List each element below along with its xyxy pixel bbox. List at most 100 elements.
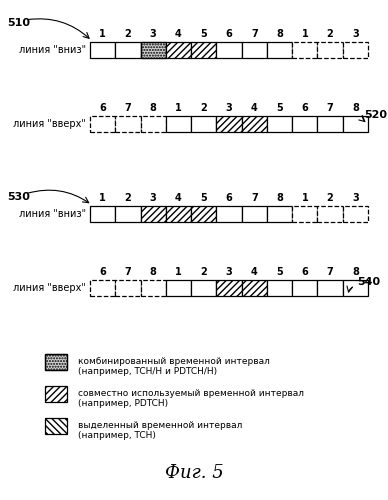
Text: 1: 1: [99, 193, 106, 203]
Bar: [140, 42, 166, 58]
Bar: [140, 206, 166, 222]
Bar: [45, 386, 67, 402]
Text: комбинированный временной интервал: комбинированный временной интервал: [78, 358, 270, 366]
Text: 7: 7: [251, 29, 258, 39]
Text: 6: 6: [99, 267, 106, 277]
Text: 6: 6: [99, 103, 106, 113]
Text: 4: 4: [175, 29, 182, 39]
Text: линия "вниз": линия "вниз": [19, 45, 86, 55]
Text: 8: 8: [276, 193, 283, 203]
Text: 6: 6: [301, 103, 308, 113]
Text: 5: 5: [200, 193, 207, 203]
Bar: [115, 206, 140, 222]
Text: линия "вверх": линия "вверх": [13, 283, 86, 293]
Bar: [267, 42, 292, 58]
Text: совместно используемый временной интервал: совместно используемый временной интерва…: [78, 390, 304, 398]
Text: 1: 1: [301, 193, 308, 203]
Bar: [45, 354, 67, 370]
Bar: [45, 354, 67, 370]
Text: 8: 8: [150, 103, 157, 113]
Bar: [292, 42, 317, 58]
Text: 510: 510: [7, 18, 30, 28]
Text: 8: 8: [352, 267, 359, 277]
Text: 530: 530: [7, 192, 30, 202]
Text: 2: 2: [200, 267, 207, 277]
Bar: [267, 280, 292, 296]
Bar: [140, 280, 166, 296]
Bar: [191, 280, 217, 296]
Bar: [343, 116, 368, 132]
Bar: [217, 280, 242, 296]
Text: 5: 5: [276, 103, 283, 113]
Bar: [292, 206, 317, 222]
Text: 6: 6: [301, 267, 308, 277]
Bar: [217, 206, 242, 222]
Bar: [191, 116, 217, 132]
Text: 3: 3: [352, 29, 359, 39]
Bar: [242, 280, 267, 296]
Bar: [317, 206, 343, 222]
Text: линия "вверх": линия "вверх": [13, 119, 86, 129]
Bar: [292, 116, 317, 132]
Text: 7: 7: [125, 103, 131, 113]
Text: 3: 3: [352, 193, 359, 203]
Text: 2: 2: [327, 193, 333, 203]
Text: 520: 520: [364, 110, 387, 120]
Bar: [45, 418, 67, 434]
Bar: [267, 116, 292, 132]
Text: 8: 8: [276, 29, 283, 39]
Bar: [242, 116, 267, 132]
Text: 5: 5: [200, 29, 207, 39]
Bar: [242, 42, 267, 58]
Bar: [140, 42, 166, 58]
Text: 2: 2: [327, 29, 333, 39]
Bar: [166, 280, 191, 296]
Bar: [217, 116, 242, 132]
Text: 1: 1: [175, 103, 182, 113]
Text: 7: 7: [125, 267, 131, 277]
Text: 2: 2: [200, 103, 207, 113]
Text: 6: 6: [226, 193, 232, 203]
Text: (например, PDTCH): (например, PDTCH): [78, 398, 168, 407]
Bar: [115, 42, 140, 58]
Bar: [317, 116, 343, 132]
Bar: [90, 206, 115, 222]
Text: 1: 1: [301, 29, 308, 39]
Bar: [191, 42, 217, 58]
Text: 7: 7: [251, 193, 258, 203]
Text: 2: 2: [125, 29, 131, 39]
Text: 3: 3: [150, 193, 156, 203]
Bar: [115, 280, 140, 296]
Text: 540: 540: [357, 277, 380, 287]
Text: 4: 4: [251, 103, 258, 113]
Bar: [166, 206, 191, 222]
Bar: [90, 116, 115, 132]
Text: (например, TCH): (например, TCH): [78, 430, 156, 440]
Bar: [166, 116, 191, 132]
Bar: [343, 206, 368, 222]
Text: 5: 5: [276, 267, 283, 277]
Text: 8: 8: [150, 267, 157, 277]
Bar: [267, 206, 292, 222]
Text: 3: 3: [226, 267, 232, 277]
Text: 6: 6: [226, 29, 232, 39]
Bar: [343, 280, 368, 296]
Bar: [191, 206, 217, 222]
Bar: [292, 280, 317, 296]
Text: 4: 4: [251, 267, 258, 277]
Bar: [90, 42, 115, 58]
Bar: [317, 280, 343, 296]
Text: 7: 7: [327, 103, 333, 113]
Text: 3: 3: [226, 103, 232, 113]
Bar: [115, 116, 140, 132]
Bar: [242, 206, 267, 222]
Bar: [166, 42, 191, 58]
Text: 1: 1: [175, 267, 182, 277]
Text: 3: 3: [150, 29, 156, 39]
Text: Фиг. 5: Фиг. 5: [165, 464, 223, 482]
Text: 2: 2: [125, 193, 131, 203]
Text: (например, TCH/H и PDTCH/H): (например, TCH/H и PDTCH/H): [78, 366, 217, 376]
Bar: [90, 280, 115, 296]
Text: линия "вниз": линия "вниз": [19, 209, 86, 219]
Text: выделенный временной интервал: выделенный временной интервал: [78, 422, 242, 430]
